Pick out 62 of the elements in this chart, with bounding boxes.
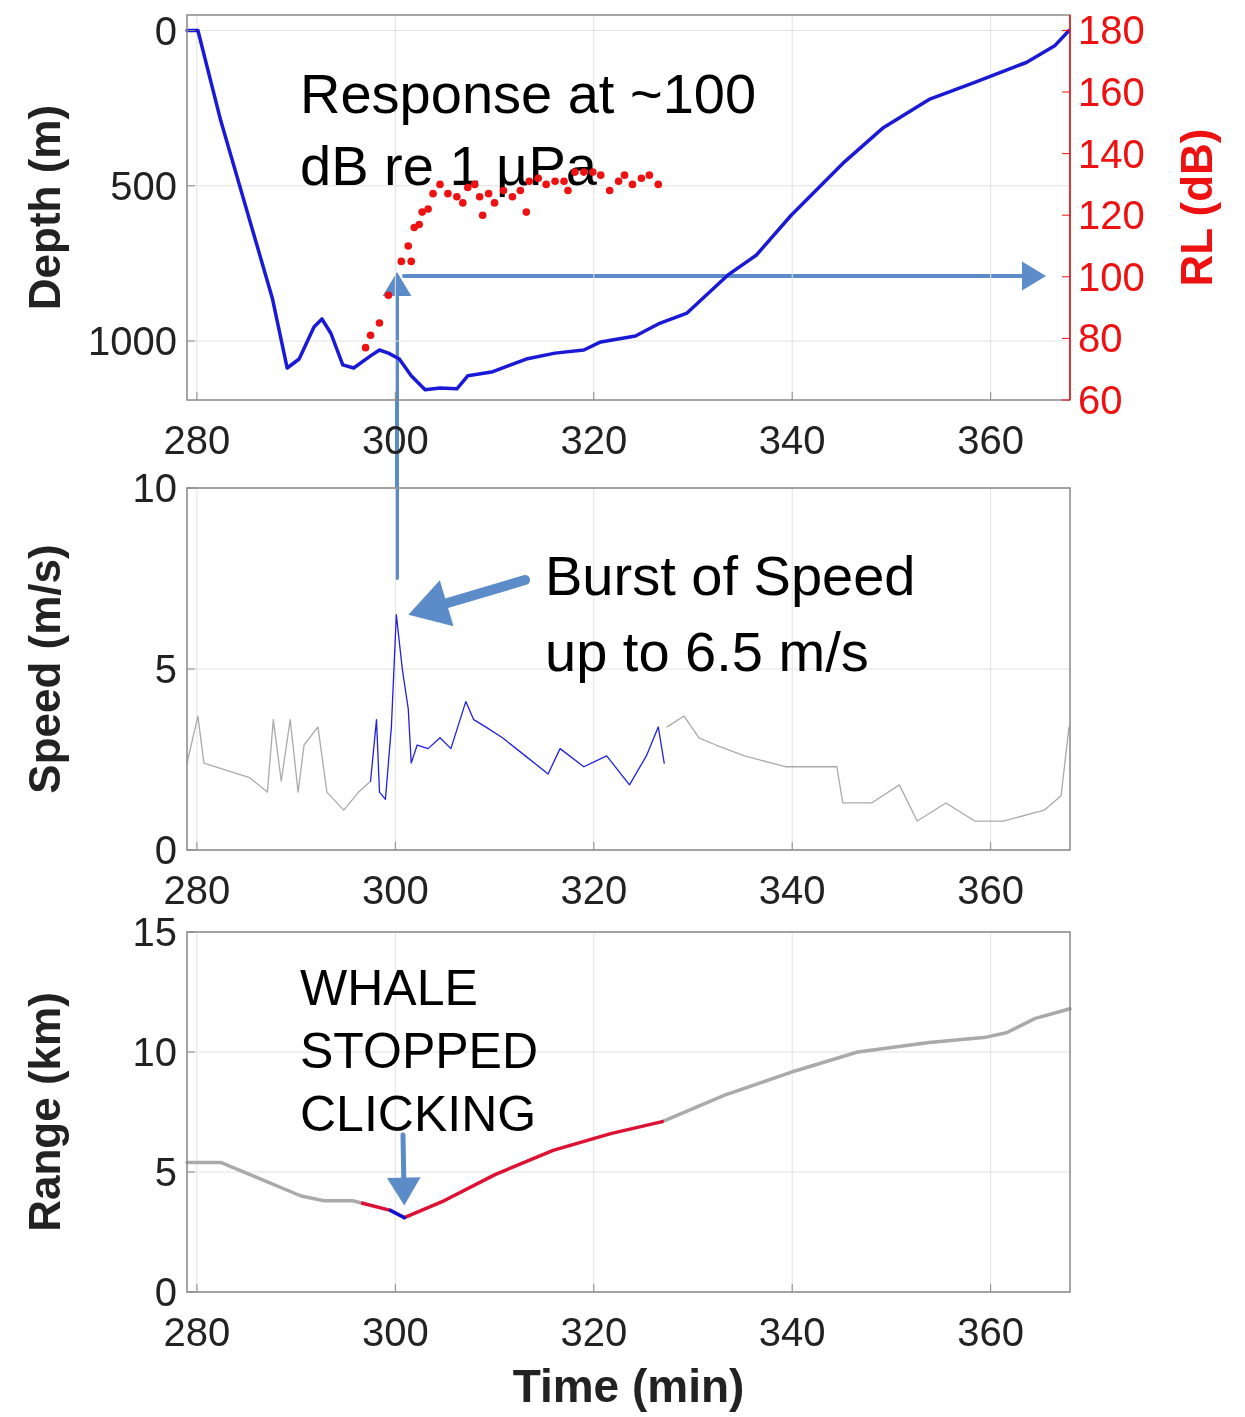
annotation: Burst of Speed up to 6.5 m/s xyxy=(545,544,916,683)
y2-tick-label: 120 xyxy=(1078,193,1145,238)
x-tick-label: 280 xyxy=(163,418,231,462)
point xyxy=(628,180,637,189)
y-tick-label: 0 xyxy=(154,8,177,53)
point xyxy=(418,208,426,216)
point xyxy=(361,343,370,352)
point xyxy=(459,199,467,207)
y2-axis-title: RL (dB) xyxy=(1172,128,1221,287)
annotation: WHALE STOPPED CLICKING xyxy=(300,960,539,1142)
y2-tick-label: 180 xyxy=(1078,8,1145,53)
x-tick-label: 340 xyxy=(758,418,826,462)
point xyxy=(475,192,484,201)
y-axis-title: Speed (m/s) xyxy=(20,544,69,794)
x-tick-label: 360 xyxy=(957,1310,1024,1354)
y2-tick-label: 80 xyxy=(1078,316,1123,361)
point xyxy=(415,220,423,229)
x-axis-title: Time (min) xyxy=(512,1360,745,1412)
point xyxy=(654,180,663,189)
line-series xyxy=(185,28,1071,392)
y2-tick-label: 100 xyxy=(1078,254,1145,299)
y-tick-label: 10 xyxy=(132,466,177,510)
point xyxy=(436,180,444,189)
point xyxy=(429,189,437,198)
point xyxy=(522,208,531,216)
y-tick-label: 15 xyxy=(132,910,177,954)
point xyxy=(453,192,461,201)
y-axis-title: Range (km) xyxy=(20,992,69,1232)
point xyxy=(366,331,375,340)
y-tick-label: 10 xyxy=(132,1030,177,1074)
point xyxy=(490,199,499,207)
x-tick-label: 360 xyxy=(957,418,1024,462)
point xyxy=(407,257,416,266)
y-tick-label: 5 xyxy=(154,647,177,691)
point xyxy=(620,171,629,179)
y-tick-label: 500 xyxy=(110,163,177,208)
point xyxy=(404,242,413,250)
point xyxy=(605,186,614,195)
x-tick-label: 360 xyxy=(957,868,1024,912)
point xyxy=(375,319,384,327)
point xyxy=(424,205,432,213)
y2-tick-label: 140 xyxy=(1078,131,1145,176)
point xyxy=(384,291,393,300)
y-tick-label: 5 xyxy=(154,1150,177,1194)
point xyxy=(614,177,623,186)
y2-tick-label: 160 xyxy=(1078,70,1145,114)
point xyxy=(637,174,646,183)
x-tick-label: 320 xyxy=(560,1310,628,1354)
x-tick-label: 320 xyxy=(560,868,628,912)
x-tick-label: 300 xyxy=(361,1310,429,1354)
point xyxy=(645,171,654,179)
point xyxy=(444,189,452,198)
y-axis-title: Depth (m) xyxy=(20,104,69,311)
point xyxy=(484,189,493,198)
point xyxy=(397,257,406,266)
y2-tick-label: 60 xyxy=(1078,378,1123,422)
point xyxy=(478,211,487,219)
x-tick-label: 320 xyxy=(560,418,628,462)
x-tick-label: 340 xyxy=(758,1310,826,1354)
x-tick-label: 300 xyxy=(361,868,429,912)
x-tick-label: 340 xyxy=(758,868,826,912)
y-tick-label: 1000 xyxy=(88,319,177,364)
